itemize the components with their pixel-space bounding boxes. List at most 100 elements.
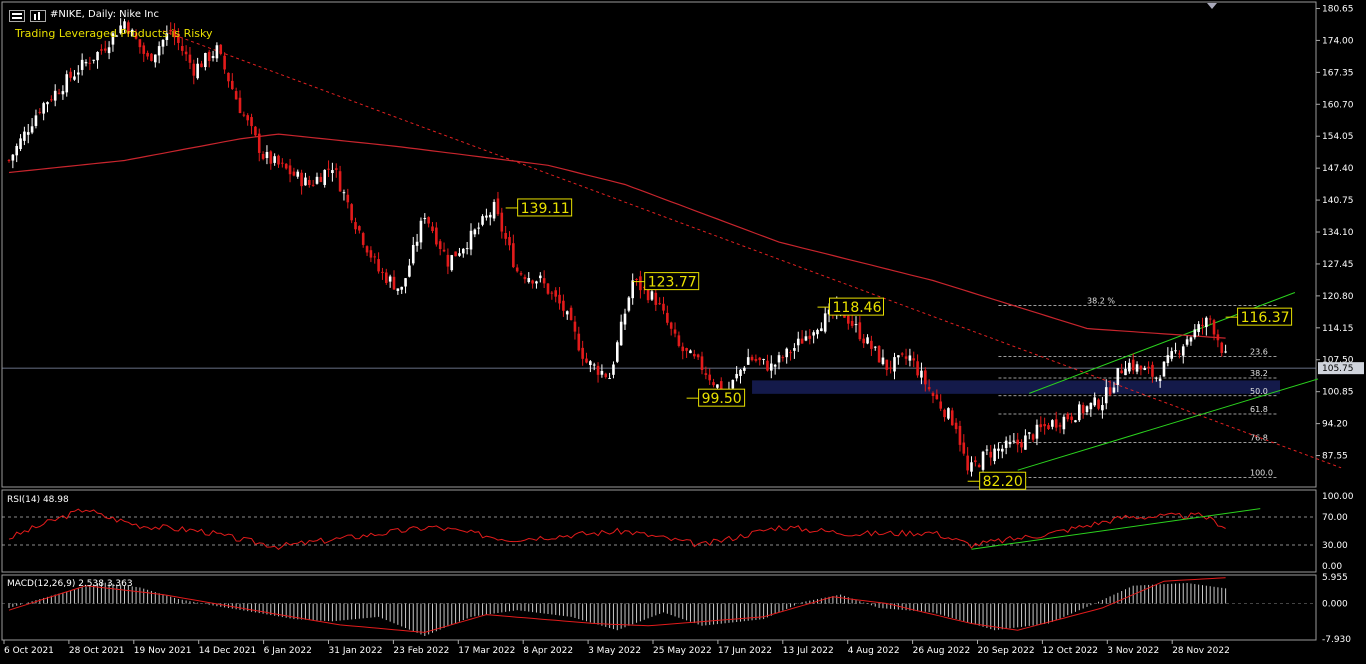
candle-body [223,55,226,70]
candle-body [130,29,134,37]
candle-body [847,315,850,324]
candle-body [311,184,315,186]
candle-body [746,357,750,365]
candle-body [1047,425,1050,430]
candle-body [535,281,538,284]
price-label-box [517,198,573,217]
candle-body [50,99,53,101]
candle-body [7,160,11,162]
candle-body [562,300,565,311]
candle-body [123,21,126,29]
candle-body [1066,413,1070,420]
candle-body [604,373,608,378]
rsi-axis-label: 70.00 [1322,513,1348,523]
candle-body [658,303,661,305]
candle-body [858,322,862,340]
candle-body [492,202,496,219]
candle-body [981,451,985,470]
candle-body [1081,405,1085,414]
candle-body [1189,337,1193,342]
candle-body [789,352,792,354]
candle-body [1108,387,1112,395]
price-axis-label: 180.65 [1322,4,1354,14]
candle-body [277,155,280,165]
candle-body [84,62,88,64]
candle-body [350,204,353,221]
candle-body [512,243,515,268]
candle-body [700,356,704,370]
candle-body [693,353,696,357]
candle-body [61,91,65,95]
price-axis-label: 140.75 [1322,196,1354,206]
candle-body [866,337,869,344]
candle-body [812,332,815,336]
candle-body [458,253,461,256]
candle-body [450,255,454,271]
chart-shift-marker-icon[interactable] [1207,3,1217,9]
candle-body [26,132,30,135]
candle-body [666,312,669,323]
candle-body [920,370,923,378]
fibonacci-level-label: 61.8 [1250,405,1268,414]
time-axis-label: 20 Sep 2022 [978,646,1035,656]
candle-body [1004,440,1008,448]
candle-body [1147,366,1150,369]
candle-body [173,29,176,38]
candle-body [334,168,338,170]
candle-body [1062,416,1066,430]
price-panel-frame [1,1,1317,488]
candle-body [619,321,623,346]
candle-body [146,52,149,57]
candle-body [785,348,788,358]
candle-body [288,165,292,175]
chart-properties-icon[interactable] [30,10,46,22]
candle-body [400,286,403,290]
candle-body [358,226,361,231]
candle-body [612,364,615,375]
candle-body [154,54,157,63]
candle-body [419,220,423,243]
candle-body [589,361,592,366]
candle-body [993,448,996,462]
candle-body [924,370,927,385]
candle-body [750,356,754,361]
candle-body [157,46,161,56]
candle-body [1155,377,1158,379]
candle-body [346,194,350,203]
candle-body [100,49,103,51]
time-axis-label: 19 Nov 2021 [134,646,192,656]
candle-body [558,294,561,304]
candle-body [88,62,92,64]
candle-body [808,335,812,339]
candle-body [542,278,546,284]
candle-body [485,215,488,218]
chart-window-icon[interactable] [9,10,25,22]
candle-body [373,256,377,258]
candle-body [962,442,966,454]
candle-body [1181,346,1185,356]
candle-body [646,288,650,301]
candle-body [1051,420,1054,427]
time-axis-label: 14 Dec 2021 [199,646,257,656]
candle-body [1054,419,1058,428]
candle-body [142,45,146,54]
candle-body [1016,439,1019,445]
candle-body [1024,435,1027,450]
candle-body [939,401,942,409]
candle-body [623,313,627,325]
candle-body [900,353,904,355]
candle-body [850,320,854,326]
candle-body [1201,324,1204,327]
candle-body [1116,368,1120,385]
candle-body [800,338,804,344]
candle-body [261,153,265,159]
support-zone [752,380,1280,394]
candle-body [885,359,889,370]
channel-lower-line [1017,378,1319,471]
price-axis-label: 94.20 [1322,420,1348,430]
price-axis-label: 120.80 [1322,292,1354,302]
candle-body [912,358,916,361]
price-label: 82.20 [983,474,1023,490]
price-axis-label: 167.35 [1322,68,1354,78]
candle-body [935,394,939,400]
